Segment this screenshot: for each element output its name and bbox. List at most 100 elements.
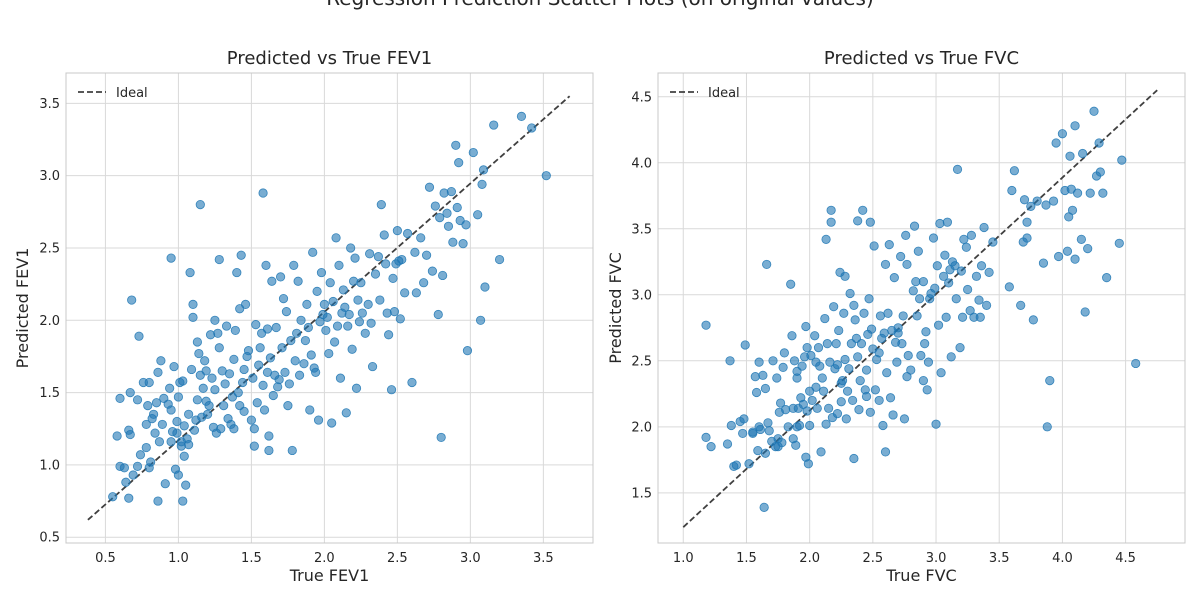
fev1-data-point [389,307,400,317]
fvc-data-point [944,278,954,288]
fev1-data-point [289,260,299,270]
fev1-data-point [350,253,360,263]
fev1-data-point [249,441,259,451]
fev1-data-point [287,445,297,456]
fev1-data-point [468,147,478,158]
fvc-data-point [1048,196,1059,206]
fev1-data-point [407,377,417,388]
fev1-data-point [132,461,143,471]
fvc-data-point [820,313,830,324]
fev1-data-point [121,477,131,487]
fvc-data-point [913,246,923,256]
fev1-data-point [473,210,483,220]
fev1-data-point [135,450,146,460]
fvc-plot-frame [657,72,1186,544]
fvc-data-point [783,422,793,432]
fev1-data-point [351,383,362,393]
fev1-data-point [268,390,278,401]
fev1-data-point [381,259,391,269]
fev1-data-point [233,387,243,398]
fev1-data-point [125,429,135,440]
fvc-data-point [1102,273,1112,283]
fev1-data-point [461,220,471,230]
fev1-data-point [275,272,286,282]
fev1-data-point [185,267,195,278]
fvc-y-tick-label: 1.5 [631,486,652,501]
fvc-data-point [832,409,843,419]
fvc-data-point [812,403,822,413]
fev1-data-point [179,451,189,461]
fev1-y-tick-label: 2.5 [39,241,60,256]
fev1-data-point [221,321,232,331]
fvc-data-point [1032,196,1042,206]
fvc-data-point [921,327,931,337]
fvc-data-point [738,428,748,439]
fev1-data-point [328,296,338,307]
fvc-data-point [1054,251,1064,262]
fvc-data-point [816,447,826,457]
fev1-data-point [243,346,254,356]
fev1-data-point [489,120,499,130]
fev1-data-point [188,299,198,309]
fev1-data-point [274,374,284,385]
fvc-x-axis-label: True FVC [885,566,956,585]
fev1-data-point [153,367,163,377]
fvc-data-point [836,378,846,388]
fev1-data-point [403,228,413,239]
fvc-data-point [952,164,963,174]
fvc-data-point [1070,121,1080,131]
fev1-data-point [308,247,318,257]
fev1-data-point [173,392,184,402]
fev1-data-point [462,346,473,356]
fvc-data-point [751,387,762,398]
fev1-data-point [166,405,176,415]
fev1-data-point [312,286,322,296]
fev1-data-point [327,418,337,428]
fvc-data-point [801,321,811,332]
fvc-points [701,106,1141,512]
fvc-data-point [961,242,971,252]
fev1-data-point [302,299,312,309]
fev1-data-point [210,315,220,325]
fvc-data-point [892,357,902,367]
fev1-data-point [293,276,303,286]
fvc-data-point [884,240,894,250]
fvc-data-point [826,205,836,215]
fev1-data-point [480,282,490,292]
fev1-data-point [335,373,346,383]
fev1-data-point [338,285,348,295]
fev1-data-point [204,401,214,411]
fev1-scatter-panel: 0.5 1.0 1.5 2.0 2.5 3.0 3.5 0.5 1.0 1.5 2.0 2.5 3.0 3… [13,48,594,585]
fev1-data-point [259,405,270,415]
fvc-data-point [821,419,831,429]
fvc-data-point [931,419,941,429]
fvc-data-point [1009,166,1019,176]
fev1-data-point [346,243,356,253]
fev1-ideal-line [87,95,571,521]
fev1-data-point [386,385,397,395]
fvc-data-point [779,348,789,358]
fev1-data-point [436,432,446,443]
fvc-data-point [834,325,844,336]
fev1-x-tick-label: 1.5 [241,551,262,566]
fev1-data-point [397,254,407,265]
fvc-data-point [821,234,831,244]
fev1-data-point [516,111,527,121]
fev1-x-tick-label: 2.5 [387,551,408,566]
fvc-data-point [981,300,992,310]
fvc-data-point [775,398,786,408]
fvc-y-tick-label: 2.0 [631,420,652,435]
fev1-data-point [148,409,159,419]
fev1-data-point [331,233,341,243]
fvc-data-point [861,365,872,375]
fvc-data-point [1045,376,1055,386]
fev1-y-tick-label: 3.0 [39,169,60,184]
fev1-data-point [258,188,268,198]
fev1-data-point [192,395,202,405]
fev1-data-point [186,364,197,375]
fvc-data-point [1007,185,1017,196]
fev1-data-point [240,299,251,309]
fvc-y-tick-label: 4.5 [631,90,652,105]
fvc-data-point [826,217,836,227]
